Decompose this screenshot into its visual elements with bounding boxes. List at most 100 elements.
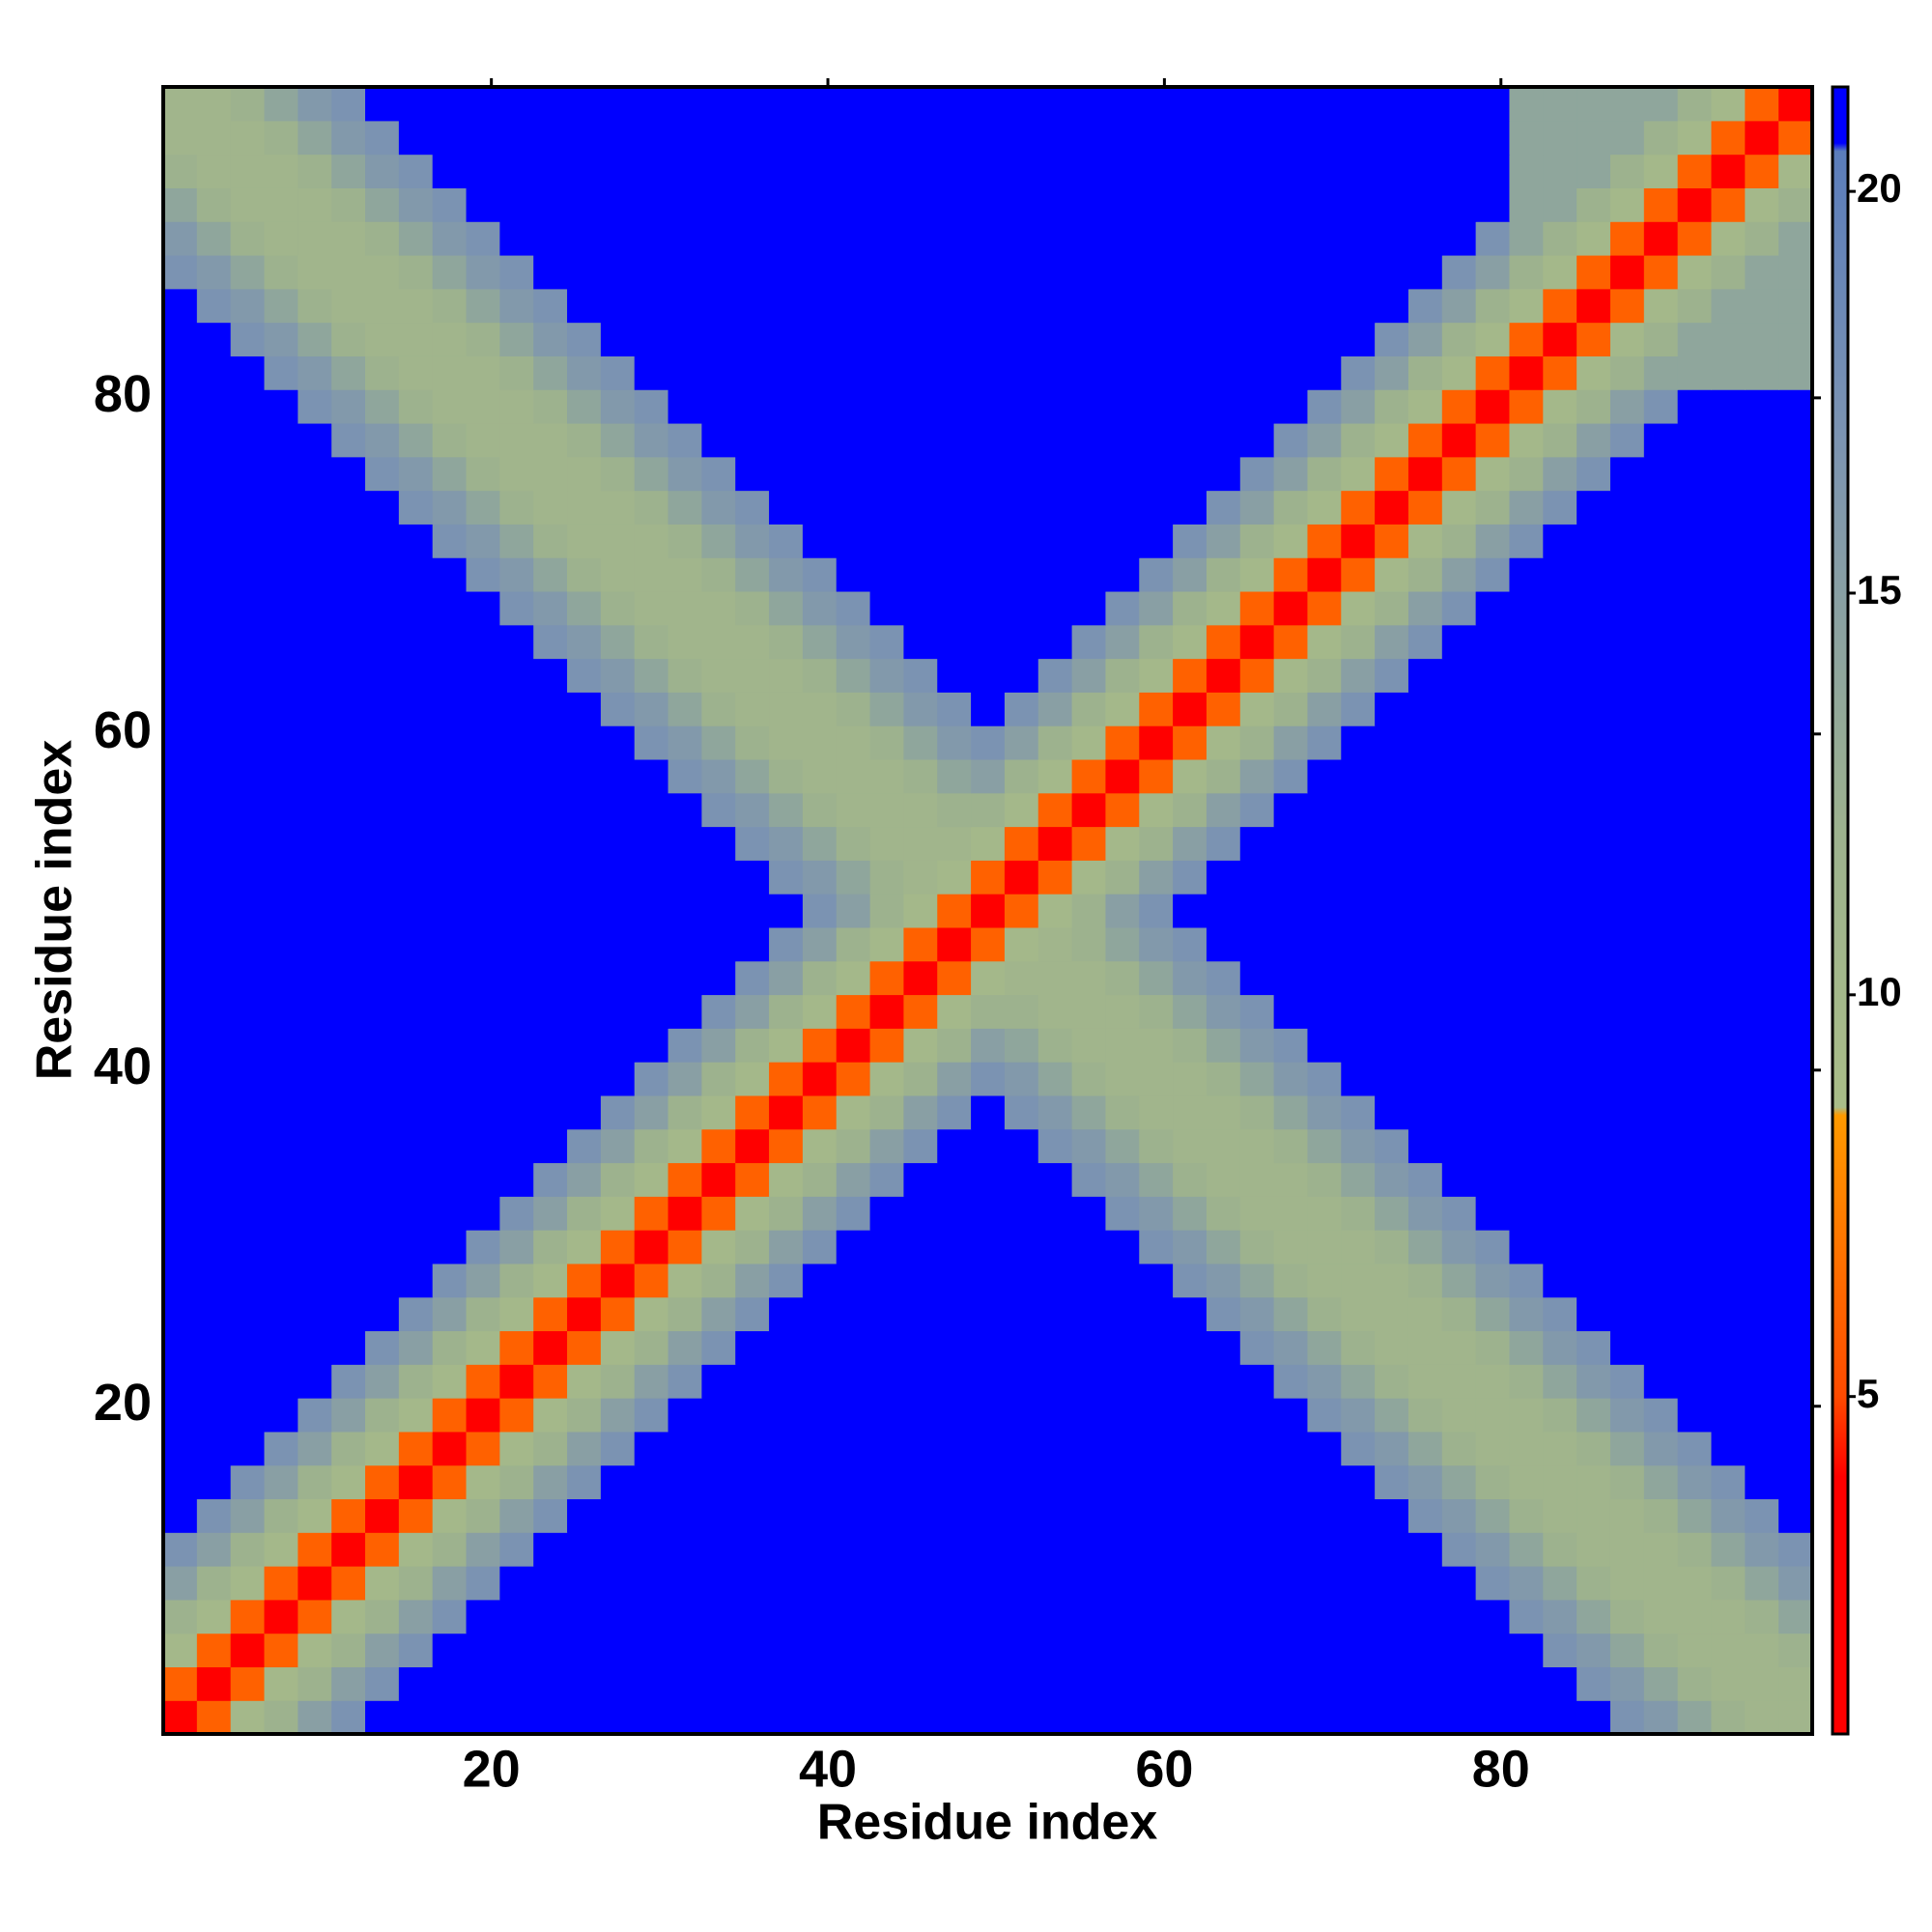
heatmap-cell [1643,792,1679,828]
heatmap-cell [1004,1364,1039,1399]
heatmap-cell [432,1062,468,1096]
heatmap-cell [1711,389,1746,424]
heatmap-cell [869,1633,905,1668]
heatmap-cell [499,1296,534,1332]
heatmap-cell [1037,322,1073,356]
heatmap-cell [264,1398,298,1433]
heatmap-cell [769,926,804,962]
heatmap-cell [432,658,468,693]
heatmap-cell [1711,1162,1746,1197]
heatmap-cell [1206,1532,1241,1567]
heatmap-cell [1677,1599,1713,1634]
heatmap-cell [1273,1700,1309,1735]
heatmap-cell [769,1464,804,1500]
heatmap-cell [365,120,400,156]
heatmap-cell [466,154,500,188]
heatmap-cell [533,221,568,256]
heatmap-cell [802,1230,838,1264]
heatmap-cell [432,758,468,794]
heatmap-cell [1307,524,1342,558]
heatmap-cell [1778,1498,1813,1533]
heatmap-cell [1711,1330,1746,1365]
heatmap-cell [802,154,838,188]
heatmap-cell [1341,1599,1376,1634]
heatmap-cell [1543,355,1577,390]
heatmap-cell [836,490,871,525]
heatmap-cell [1609,187,1645,222]
heatmap-cell [937,389,972,424]
heatmap-cell [701,1028,736,1063]
heatmap-cell [1778,725,1813,760]
heatmap-cell [802,1364,838,1399]
heatmap-cell [466,792,500,828]
heatmap-cell [1407,422,1443,458]
heatmap-cell [1677,860,1713,895]
heatmap-cell [1375,1162,1409,1197]
heatmap-cell [264,221,298,256]
heatmap-cell [1475,1230,1511,1264]
heatmap-cell [735,1128,770,1164]
heatmap-cell [1778,590,1813,626]
heatmap-cell [1071,1633,1107,1668]
heatmap-cell [1577,355,1611,390]
heatmap-cell [802,926,838,962]
heatmap-cell [1677,1464,1713,1500]
heatmap-cell [1139,154,1174,188]
heatmap-cell [499,1666,534,1701]
heatmap-cell [903,557,938,592]
heatmap-cell [836,1062,871,1096]
heatmap-cell [1407,725,1443,760]
heatmap-cell [836,658,871,693]
heatmap-cell [1206,1431,1241,1466]
heatmap-cell [802,221,838,256]
heatmap-cell [1105,658,1140,693]
heatmap-cell [567,590,602,626]
heatmap-cell [1745,1196,1779,1231]
heatmap-cell [1341,1633,1376,1668]
heatmap-cell [1173,1431,1208,1466]
heatmap-cell [1643,490,1679,525]
heatmap-cell [735,860,770,895]
heatmap-cell [1577,1464,1611,1500]
heatmap-cell [1509,725,1544,760]
heatmap-cell [903,1263,938,1298]
heatmap-cell [398,960,434,996]
heatmap-cell [802,1062,838,1096]
heatmap-cell [1341,692,1376,726]
heatmap-cell [298,288,332,324]
heatmap-cell [533,1263,568,1298]
heatmap-cell [836,1599,871,1634]
heatmap-cell [1239,994,1275,1029]
heatmap-cell [1105,355,1140,390]
heatmap-cell [196,87,232,122]
heatmap-cell [567,557,602,592]
heatmap-cell [365,692,400,726]
heatmap-cell [1375,87,1409,122]
heatmap-cell [230,1062,266,1096]
heatmap-cell [1711,1599,1746,1634]
heatmap-cell [1206,1633,1241,1668]
heatmap-cell [1206,120,1241,156]
heatmap-cell [1071,1196,1107,1231]
heatmap-cell [903,624,938,660]
heatmap-cell [365,389,400,424]
heatmap-cell [1778,389,1813,424]
heatmap-cell [903,1230,938,1264]
heatmap-cell [971,154,1006,188]
heatmap-cell [230,87,266,122]
heatmap-cell [1206,221,1241,256]
heatmap-cell [1206,1398,1241,1433]
heatmap-cell [1139,1196,1174,1231]
heatmap-cell [196,1330,232,1365]
heatmap-cell [735,1532,770,1567]
heatmap-cell [1778,1464,1813,1500]
heatmap-cell [903,1196,938,1231]
heatmap-cell [1307,221,1342,256]
heatmap-cell [836,725,871,760]
heatmap-cell [701,1128,736,1164]
heatmap-cell [869,1128,905,1164]
heatmap-cell [1609,1162,1645,1197]
heatmap-cell [971,1431,1006,1466]
heatmap-cell [432,355,468,390]
heatmap-cell [365,624,400,660]
